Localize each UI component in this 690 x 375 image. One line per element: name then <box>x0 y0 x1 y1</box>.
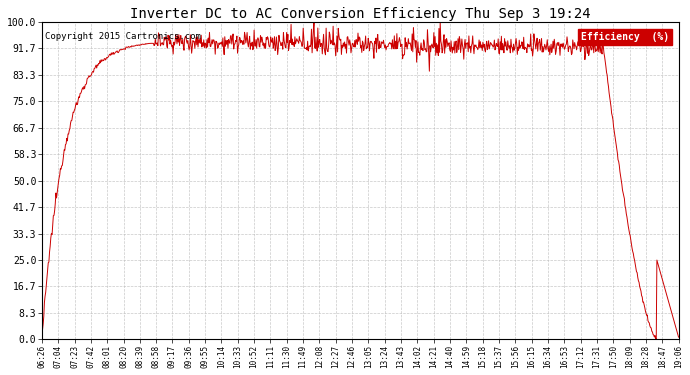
Text: Efficiency  (%): Efficiency (%) <box>581 32 669 42</box>
Title: Inverter DC to AC Conversion Efficiency Thu Sep 3 19:24: Inverter DC to AC Conversion Efficiency … <box>130 7 591 21</box>
Text: Copyright 2015 Cartronics.com: Copyright 2015 Cartronics.com <box>45 32 201 40</box>
